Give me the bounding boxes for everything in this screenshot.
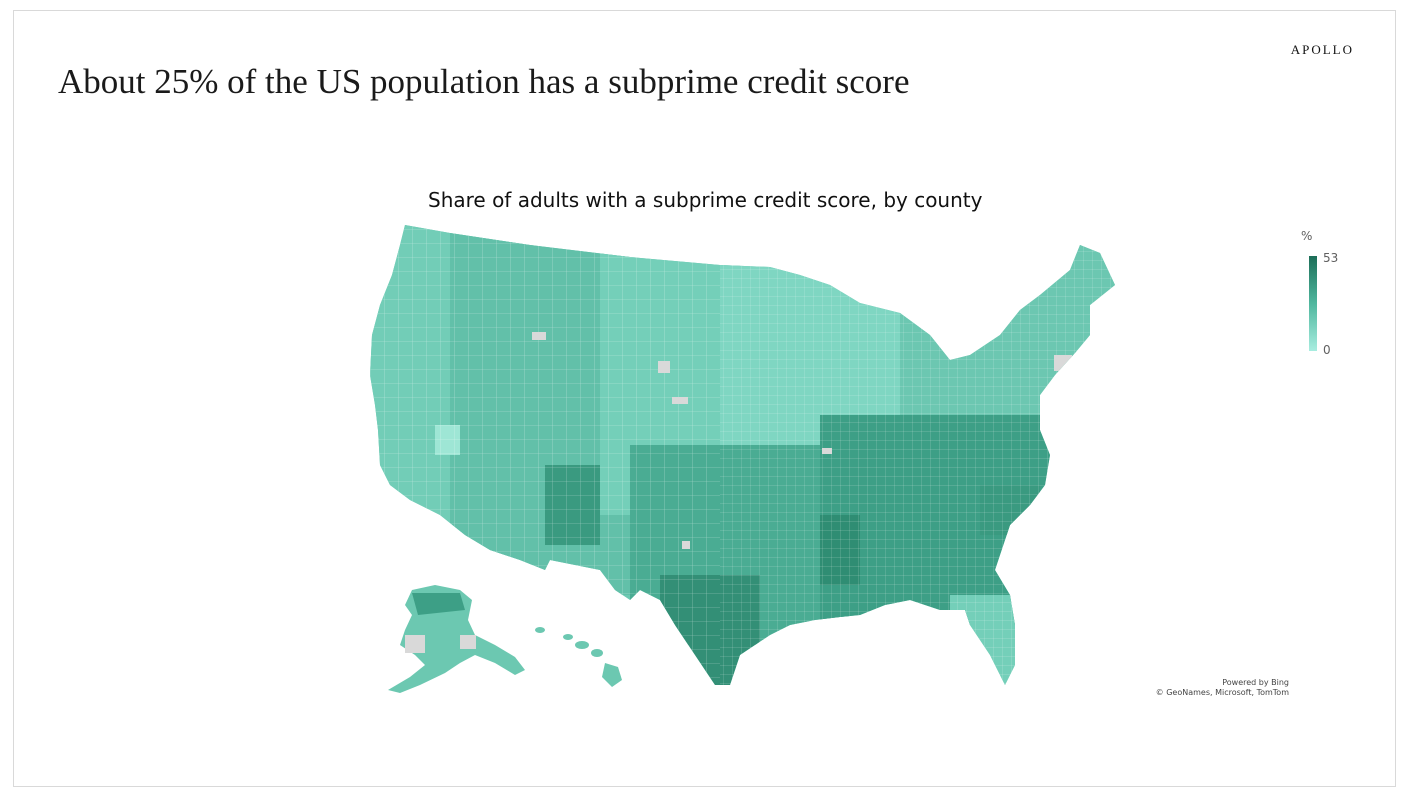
legend-title: % <box>1301 229 1313 243</box>
map-title: Share of adults with a subprime credit s… <box>428 188 983 212</box>
brand-logo: APOLLO <box>1290 42 1354 57</box>
legend-color-ramp <box>1309 256 1317 351</box>
no-data-county <box>460 635 476 649</box>
attribution-line-1: Powered by Bing <box>1222 678 1289 687</box>
no-data-county <box>658 361 670 373</box>
no-data-county <box>682 541 690 549</box>
attribution-line-2: © GeoNames, Microsoft, TomTom <box>1155 688 1289 697</box>
legend-max-label: 53 <box>1323 251 1339 265</box>
hawaii-outline <box>535 627 622 687</box>
no-data-county <box>672 397 688 404</box>
no-data-county <box>822 448 832 454</box>
map-attribution: Powered by Bing © GeoNames, Microsoft, T… <box>1156 678 1289 698</box>
choropleth-map <box>370 225 1115 693</box>
slide-frame <box>13 10 1396 787</box>
no-data-county <box>532 332 546 340</box>
no-data-county <box>1054 355 1072 371</box>
legend-min-label: 0 <box>1323 343 1331 357</box>
no-data-county <box>405 635 425 653</box>
page-title: About 25% of the US population has a sub… <box>58 62 910 101</box>
